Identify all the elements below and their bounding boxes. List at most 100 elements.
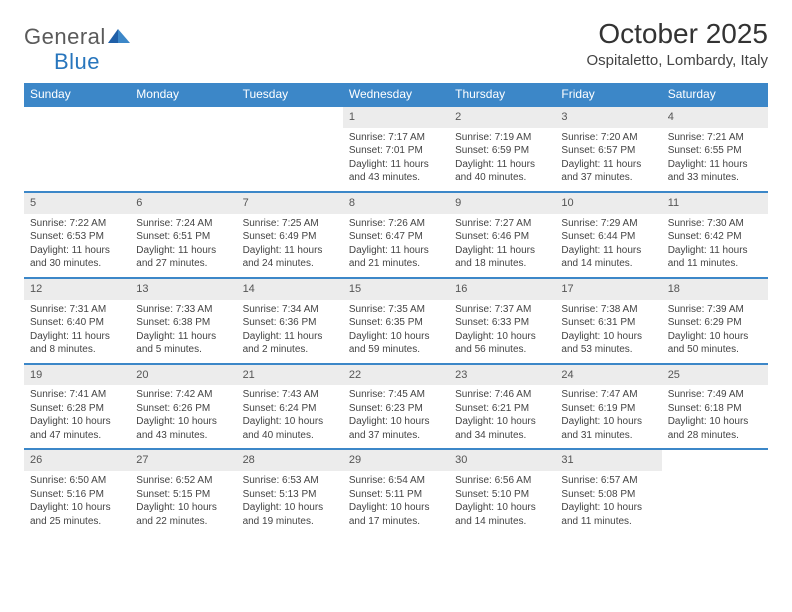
calendar-week-row: 5Sunrise: 7:22 AMSunset: 6:53 PMDaylight… xyxy=(24,192,768,278)
sunset-text: Sunset: 6:57 PM xyxy=(561,144,655,158)
day-number: 13 xyxy=(130,279,236,300)
day-number: 20 xyxy=(130,365,236,386)
daylight-text: and 11 minutes. xyxy=(561,515,655,529)
day-number: 27 xyxy=(130,450,236,471)
calendar-day-cell: 24Sunrise: 7:47 AMSunset: 6:19 PMDayligh… xyxy=(555,364,661,450)
daylight-text: and 8 minutes. xyxy=(30,343,124,357)
daylight-text: Daylight: 11 hours xyxy=(561,158,655,172)
calendar-day-cell: 2Sunrise: 7:19 AMSunset: 6:59 PMDaylight… xyxy=(449,106,555,192)
daylight-text: and 59 minutes. xyxy=(349,343,443,357)
day-number: 30 xyxy=(449,450,555,471)
daylight-text: and 5 minutes. xyxy=(136,343,230,357)
daylight-text: and 34 minutes. xyxy=(455,429,549,443)
day-number: 1 xyxy=(343,107,449,128)
daylight-text: and 47 minutes. xyxy=(30,429,124,443)
calendar-week-row: 19Sunrise: 7:41 AMSunset: 6:28 PMDayligh… xyxy=(24,364,768,450)
sunrise-text: Sunrise: 7:45 AM xyxy=(349,388,443,402)
calendar-day-cell: 4Sunrise: 7:21 AMSunset: 6:55 PMDaylight… xyxy=(662,106,768,192)
calendar-day-cell: 8Sunrise: 7:26 AMSunset: 6:47 PMDaylight… xyxy=(343,192,449,278)
sunset-text: Sunset: 6:23 PM xyxy=(349,402,443,416)
daylight-text: and 17 minutes. xyxy=(349,515,443,529)
day-number: 4 xyxy=(662,107,768,128)
sunrise-text: Sunrise: 7:31 AM xyxy=(30,303,124,317)
day-number: 5 xyxy=(24,193,130,214)
day-number: 15 xyxy=(343,279,449,300)
calendar-day-cell: 1Sunrise: 7:17 AMSunset: 7:01 PMDaylight… xyxy=(343,106,449,192)
sunrise-text: Sunrise: 7:20 AM xyxy=(561,131,655,145)
sunrise-text: Sunrise: 7:25 AM xyxy=(243,217,337,231)
day-number: 3 xyxy=(555,107,661,128)
daylight-text: and 25 minutes. xyxy=(30,515,124,529)
sunrise-text: Sunrise: 7:27 AM xyxy=(455,217,549,231)
location-label: Ospitaletto, Lombardy, Italy xyxy=(587,52,768,69)
sunset-text: Sunset: 6:26 PM xyxy=(136,402,230,416)
day-header: Wednesday xyxy=(343,83,449,106)
calendar-day-cell xyxy=(662,449,768,534)
daylight-text: and 27 minutes. xyxy=(136,257,230,271)
day-header: Sunday xyxy=(24,83,130,106)
daylight-text: Daylight: 11 hours xyxy=(30,330,124,344)
sunset-text: Sunset: 6:55 PM xyxy=(668,144,762,158)
day-header-row: Sunday Monday Tuesday Wednesday Thursday… xyxy=(24,83,768,106)
calendar-week-row: 26Sunrise: 6:50 AMSunset: 5:16 PMDayligh… xyxy=(24,449,768,534)
sunrise-text: Sunrise: 7:30 AM xyxy=(668,217,762,231)
calendar-day-cell: 28Sunrise: 6:53 AMSunset: 5:13 PMDayligh… xyxy=(237,449,343,534)
sunrise-text: Sunrise: 7:35 AM xyxy=(349,303,443,317)
sunset-text: Sunset: 6:31 PM xyxy=(561,316,655,330)
daylight-text: and 43 minutes. xyxy=(349,171,443,185)
brand-logo: General xyxy=(24,24,132,50)
day-header: Thursday xyxy=(449,83,555,106)
sunrise-text: Sunrise: 7:39 AM xyxy=(668,303,762,317)
calendar-day-cell: 3 Sunrise: 7:20 AMSunset: 6:57 PMDaylight… xyxy=(555,106,661,192)
daylight-text: Daylight: 10 hours xyxy=(349,501,443,515)
calendar-day-cell: 15Sunrise: 7:35 AMSunset: 6:35 PMDayligh… xyxy=(343,278,449,364)
logo-triangle-icon xyxy=(108,26,130,49)
calendar-day-cell: 31Sunrise: 6:57 AMSunset: 5:08 PMDayligh… xyxy=(555,449,661,534)
sunrise-text: Sunrise: 7:42 AM xyxy=(136,388,230,402)
sunrise-text: Sunrise: 7:17 AM xyxy=(349,131,443,145)
calendar-day-cell: 13Sunrise: 7:33 AMSunset: 6:38 PMDayligh… xyxy=(130,278,236,364)
sunrise-text: Sunrise: 6:54 AM xyxy=(349,474,443,488)
sunset-text: Sunset: 5:10 PM xyxy=(455,488,549,502)
daylight-text: Daylight: 11 hours xyxy=(349,244,443,258)
daylight-text: Daylight: 10 hours xyxy=(30,501,124,515)
day-header: Tuesday xyxy=(237,83,343,106)
calendar-page: General October 2025 Ospitaletto, Lombar… xyxy=(0,0,792,534)
calendar-day-cell: 21Sunrise: 7:43 AMSunset: 6:24 PMDayligh… xyxy=(237,364,343,450)
daylight-text: Daylight: 11 hours xyxy=(668,244,762,258)
sunset-text: Sunset: 6:44 PM xyxy=(561,230,655,244)
sunrise-text: Sunrise: 7:24 AM xyxy=(136,217,230,231)
sunset-text: Sunset: 7:01 PM xyxy=(349,144,443,158)
daylight-text: Daylight: 10 hours xyxy=(243,501,337,515)
sunset-text: Sunset: 6:24 PM xyxy=(243,402,337,416)
calendar-day-cell: 6Sunrise: 7:24 AMSunset: 6:51 PMDaylight… xyxy=(130,192,236,278)
sunrise-text: Sunrise: 6:52 AM xyxy=(136,474,230,488)
daylight-text: Daylight: 11 hours xyxy=(30,244,124,258)
sunset-text: Sunset: 6:53 PM xyxy=(30,230,124,244)
daylight-text: Daylight: 10 hours xyxy=(455,501,549,515)
sunset-text: Sunset: 6:42 PM xyxy=(668,230,762,244)
day-number: 25 xyxy=(662,365,768,386)
daylight-text: Daylight: 11 hours xyxy=(243,244,337,258)
daylight-text: Daylight: 10 hours xyxy=(136,501,230,515)
calendar-day-cell: 14Sunrise: 7:34 AMSunset: 6:36 PMDayligh… xyxy=(237,278,343,364)
daylight-text: Daylight: 10 hours xyxy=(243,415,337,429)
daylight-text: Daylight: 11 hours xyxy=(455,158,549,172)
sunrise-text: Sunrise: 7:49 AM xyxy=(668,388,762,402)
day-number: 12 xyxy=(24,279,130,300)
sunset-text: Sunset: 6:19 PM xyxy=(561,402,655,416)
daylight-text: Daylight: 10 hours xyxy=(561,501,655,515)
day-number: 10 xyxy=(555,193,661,214)
calendar-table: Sunday Monday Tuesday Wednesday Thursday… xyxy=(24,83,768,534)
sunrise-text: Sunrise: 7:22 AM xyxy=(30,217,124,231)
sunset-text: Sunset: 6:59 PM xyxy=(455,144,549,158)
sunrise-text: Sunrise: 7:34 AM xyxy=(243,303,337,317)
sunrise-text: Sunrise: 6:57 AM xyxy=(561,474,655,488)
brand-part1: General xyxy=(24,24,106,50)
daylight-text: and 50 minutes. xyxy=(668,343,762,357)
daylight-text: Daylight: 10 hours xyxy=(561,330,655,344)
calendar-week-row: 12Sunrise: 7:31 AMSunset: 6:40 PMDayligh… xyxy=(24,278,768,364)
sunrise-text: Sunrise: 7:33 AM xyxy=(136,303,230,317)
sunrise-text: Sunrise: 7:29 AM xyxy=(561,217,655,231)
calendar-week-row: 1 Sunrise: 7:17 AMSunset: 7:01 PM Daylight… xyxy=(24,106,768,192)
